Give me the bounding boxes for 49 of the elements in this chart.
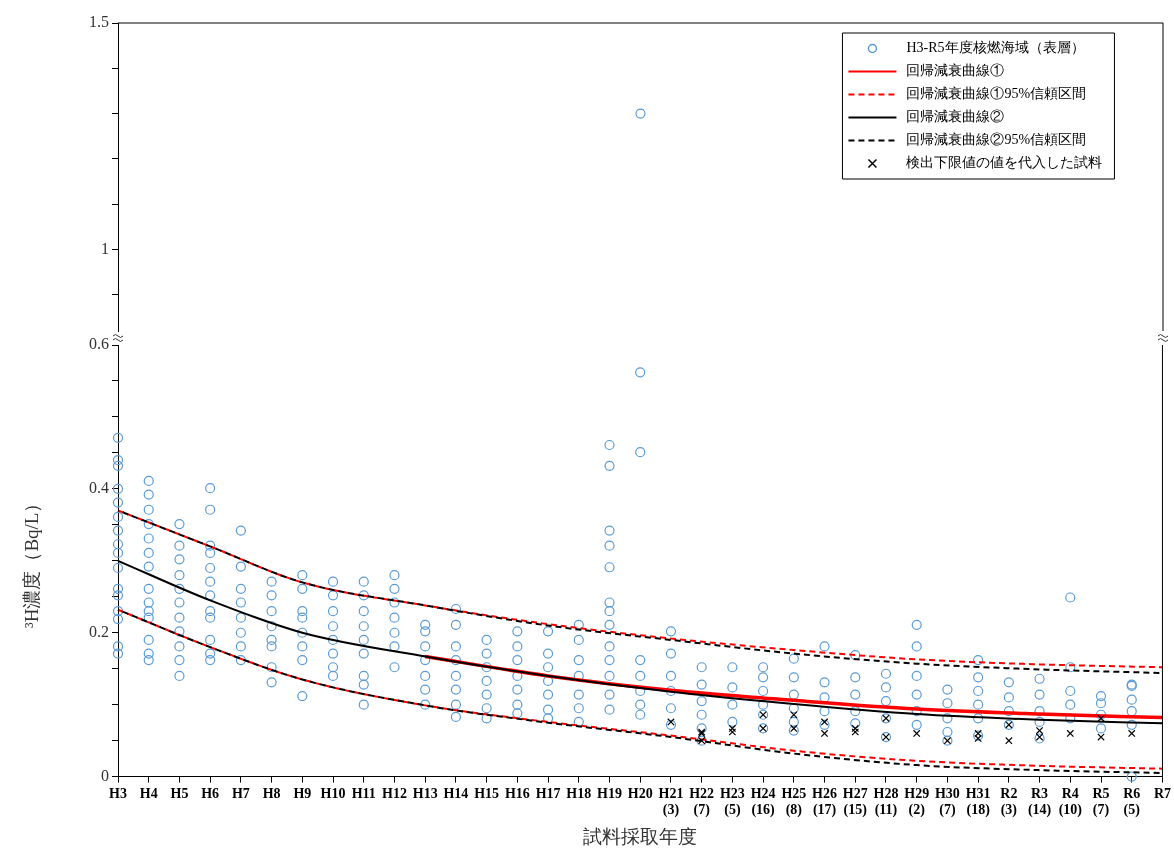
x-tick-label: H26 (17)	[812, 785, 837, 819]
x-tick-label: H3	[109, 785, 127, 801]
legend-label: 回帰減衰曲線②	[906, 109, 1005, 125]
x-tick-label: R7	[1153, 785, 1172, 801]
x-tick-label: H5	[170, 785, 189, 801]
x-tick-label: H20	[627, 785, 653, 801]
x-tick-label: H27 (15)	[842, 785, 868, 819]
x-tick-label: H30 (7)	[934, 785, 960, 819]
legend-label: H3-R5年度核燃海域（表層）	[906, 40, 1085, 56]
x-tick-label: H11	[351, 785, 376, 801]
x-tick-label: H28 (11)	[873, 785, 899, 819]
x-tick-label: H9	[293, 785, 312, 801]
x-tick-label: H4	[139, 785, 158, 801]
legend-label: 回帰減衰曲線①	[906, 63, 1005, 79]
legend-label: 回帰減衰曲線①95%信頼区間	[906, 86, 1087, 102]
x-tick-label: H22 (7)	[689, 785, 715, 819]
y-tick-label: 1.5	[89, 13, 109, 31]
x-tick-label: H14	[443, 785, 469, 801]
x-tick-label: H21 (3)	[658, 785, 684, 819]
x-tick-label: H23 (5)	[719, 785, 745, 819]
x-tick-label: H31 (18)	[965, 785, 991, 819]
x-tick-label: R2 (3)	[1000, 785, 1018, 819]
x-tick-label: H17	[535, 785, 561, 801]
y-tick-label: 0.4	[89, 479, 109, 497]
x-tick-label: H7	[231, 785, 250, 801]
legend-label: 回帰減衰曲線②95%信頼区間	[906, 132, 1087, 148]
y-tick-label: 0.6	[89, 335, 109, 353]
legend-label: 検出下限値の値を代入した試料	[906, 155, 1103, 171]
x-tick-label: H6	[201, 785, 220, 801]
y-tick-label: 0.2	[89, 622, 109, 640]
x-tick-label: H8	[262, 785, 281, 801]
x-tick-label: H12	[382, 785, 407, 801]
x-tick-label: R3 (14)	[1027, 785, 1052, 819]
x-tick-label: H13	[412, 785, 438, 801]
y-tick-label: 1	[101, 239, 109, 257]
x-tick-label: H16	[504, 785, 530, 801]
y-axis-title: ³H濃度（Bq/L）	[21, 493, 43, 629]
x-tick-label: R6 (5)	[1123, 785, 1141, 819]
x-tick-label: H18	[566, 785, 592, 801]
x-tick-label: H19	[597, 785, 622, 801]
x-axis-title: 試料採取年度	[583, 825, 698, 847]
x-tick-label: H29 (2)	[904, 785, 930, 819]
y-tick-label: 0	[101, 766, 109, 784]
x-tick-label: R4 (10)	[1058, 785, 1083, 819]
x-tick-label: H10	[320, 785, 346, 801]
x-tick-label: R5 (7)	[1092, 785, 1110, 819]
x-tick-label: H15	[474, 785, 500, 801]
x-tick-label: H25 (8)	[781, 785, 807, 819]
x-tick-label: H24 (16)	[750, 785, 776, 819]
